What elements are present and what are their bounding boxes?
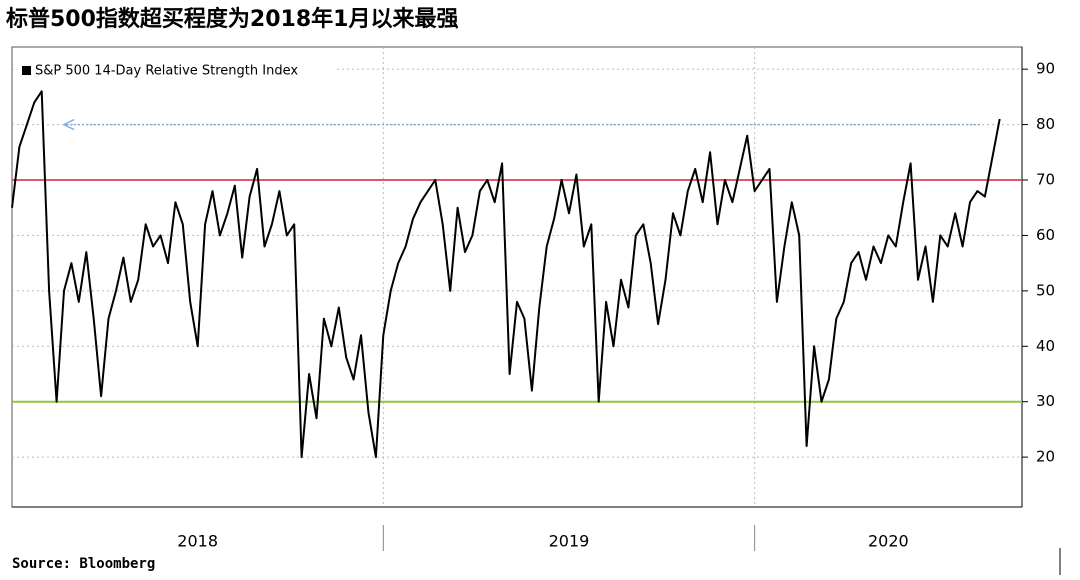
y-tick-label: 90 bbox=[1036, 60, 1055, 78]
x-tick-label: 2018 bbox=[177, 532, 218, 551]
y-tick-label: 30 bbox=[1036, 392, 1055, 410]
x-tick-label: 2019 bbox=[549, 532, 590, 551]
y-tick-label: 60 bbox=[1036, 226, 1055, 244]
legend-swatch bbox=[22, 66, 31, 75]
y-tick-label: 40 bbox=[1036, 337, 1055, 355]
chart-title: 标普500指数超买程度为2018年1月以来最强 bbox=[6, 6, 458, 32]
y-tick-label: 80 bbox=[1036, 115, 1055, 133]
arrow-head bbox=[62, 118, 75, 131]
rsi-line bbox=[11, 90, 1001, 459]
y-tick-label: 20 bbox=[1036, 448, 1055, 466]
legend-box bbox=[18, 58, 336, 84]
x-tick-label: 2020 bbox=[868, 532, 909, 551]
source: Source: Bloomberg bbox=[12, 556, 155, 572]
y-tick-label: 50 bbox=[1036, 281, 1055, 299]
plot-frame bbox=[11, 46, 1023, 508]
legend-label: S&P 500 14-Day Relative Strength Index bbox=[35, 64, 298, 79]
y-tick-label: 70 bbox=[1036, 171, 1055, 189]
